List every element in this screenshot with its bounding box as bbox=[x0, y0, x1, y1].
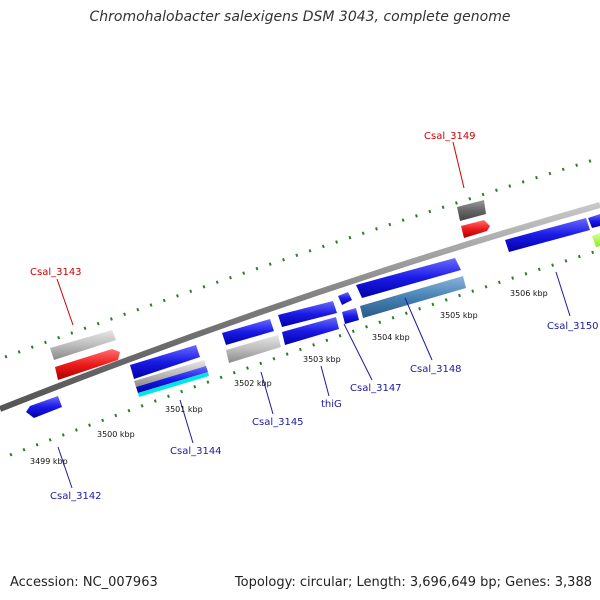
leader-thig bbox=[320, 365, 330, 397]
feature-blue-small-top[interactable] bbox=[338, 292, 352, 305]
gene-label-csal-3143[interactable]: Csal_3143 bbox=[30, 267, 82, 278]
scale-label-3503: 3503 kbp bbox=[303, 355, 341, 364]
leader-csal-3148 bbox=[404, 297, 433, 361]
gene-label-csal-3145[interactable]: Csal_3145 bbox=[252, 417, 304, 428]
scale-label-3500: 3500 kbp bbox=[97, 430, 135, 439]
scale-label-3504: 3504 kbp bbox=[372, 333, 410, 342]
feature-blue-3142[interactable] bbox=[26, 396, 62, 418]
inner-tick-track bbox=[9, 248, 600, 457]
gene-label-csal-3149[interactable]: Csal_3149 bbox=[424, 131, 476, 142]
leader-csal-3147 bbox=[343, 323, 373, 381]
scale-label-3499: 3499 kbp bbox=[30, 457, 68, 466]
scale-label-3506: 3506 kbp bbox=[510, 289, 548, 298]
feature-blue-3144-top[interactable] bbox=[130, 345, 200, 379]
accession-text: Accession: NC_007963 bbox=[10, 575, 158, 590]
scale-label-3501: 3501 kbp bbox=[165, 405, 203, 414]
scale-label-3502: 3502 kbp bbox=[234, 379, 272, 388]
leader-csal-3145 bbox=[260, 371, 274, 415]
leader-csal-3144 bbox=[179, 399, 194, 444]
feature-blue-3145-top[interactable] bbox=[222, 319, 274, 345]
feature-blue-3146-top[interactable] bbox=[278, 301, 337, 327]
gene-label-thig[interactable]: thiG bbox=[321, 399, 342, 410]
feature-csal-3149-red[interactable] bbox=[461, 220, 490, 238]
leader-csal-3149 bbox=[452, 141, 465, 189]
feature-csal-3147[interactable] bbox=[342, 308, 359, 324]
gene-label-csal-3144[interactable]: Csal_3144 bbox=[170, 446, 222, 457]
feature-csal-3148-steel[interactable] bbox=[360, 276, 466, 318]
gene-label-csal-3147[interactable]: Csal_3147 bbox=[350, 383, 402, 394]
scale-label-3505: 3505 kbp bbox=[440, 311, 478, 320]
gene-label-csal-3142[interactable]: Csal_3142 bbox=[50, 491, 102, 502]
feature-csal-3143-red[interactable] bbox=[55, 349, 120, 380]
gene-label-csal-3148[interactable]: Csal_3148 bbox=[410, 364, 462, 375]
genome-backbone bbox=[0, 202, 600, 412]
leader-csal-3143 bbox=[56, 278, 74, 326]
gene-label-csal-3150[interactable]: Csal_3150 bbox=[547, 321, 599, 332]
feature-thig[interactable] bbox=[282, 317, 339, 345]
feature-blue-3148-top[interactable] bbox=[356, 258, 461, 298]
feature-csal-3145-gray[interactable] bbox=[226, 335, 281, 363]
feature-lime[interactable] bbox=[592, 233, 600, 247]
map-title: Chromohalobacter salexigens DSM 3043, co… bbox=[89, 9, 511, 25]
feature-blue-3150[interactable] bbox=[505, 214, 600, 252]
feature-csal-3143-gray[interactable] bbox=[50, 330, 116, 360]
genome-summary-text: Topology: circular; Length: 3,696,649 bp… bbox=[234, 575, 592, 590]
feature-csal-3144-stack[interactable] bbox=[134, 360, 209, 397]
leader-csal-3150 bbox=[555, 271, 571, 317]
leader-csal-3142 bbox=[57, 446, 73, 489]
feature-csal-3149-dark[interactable] bbox=[457, 200, 486, 221]
